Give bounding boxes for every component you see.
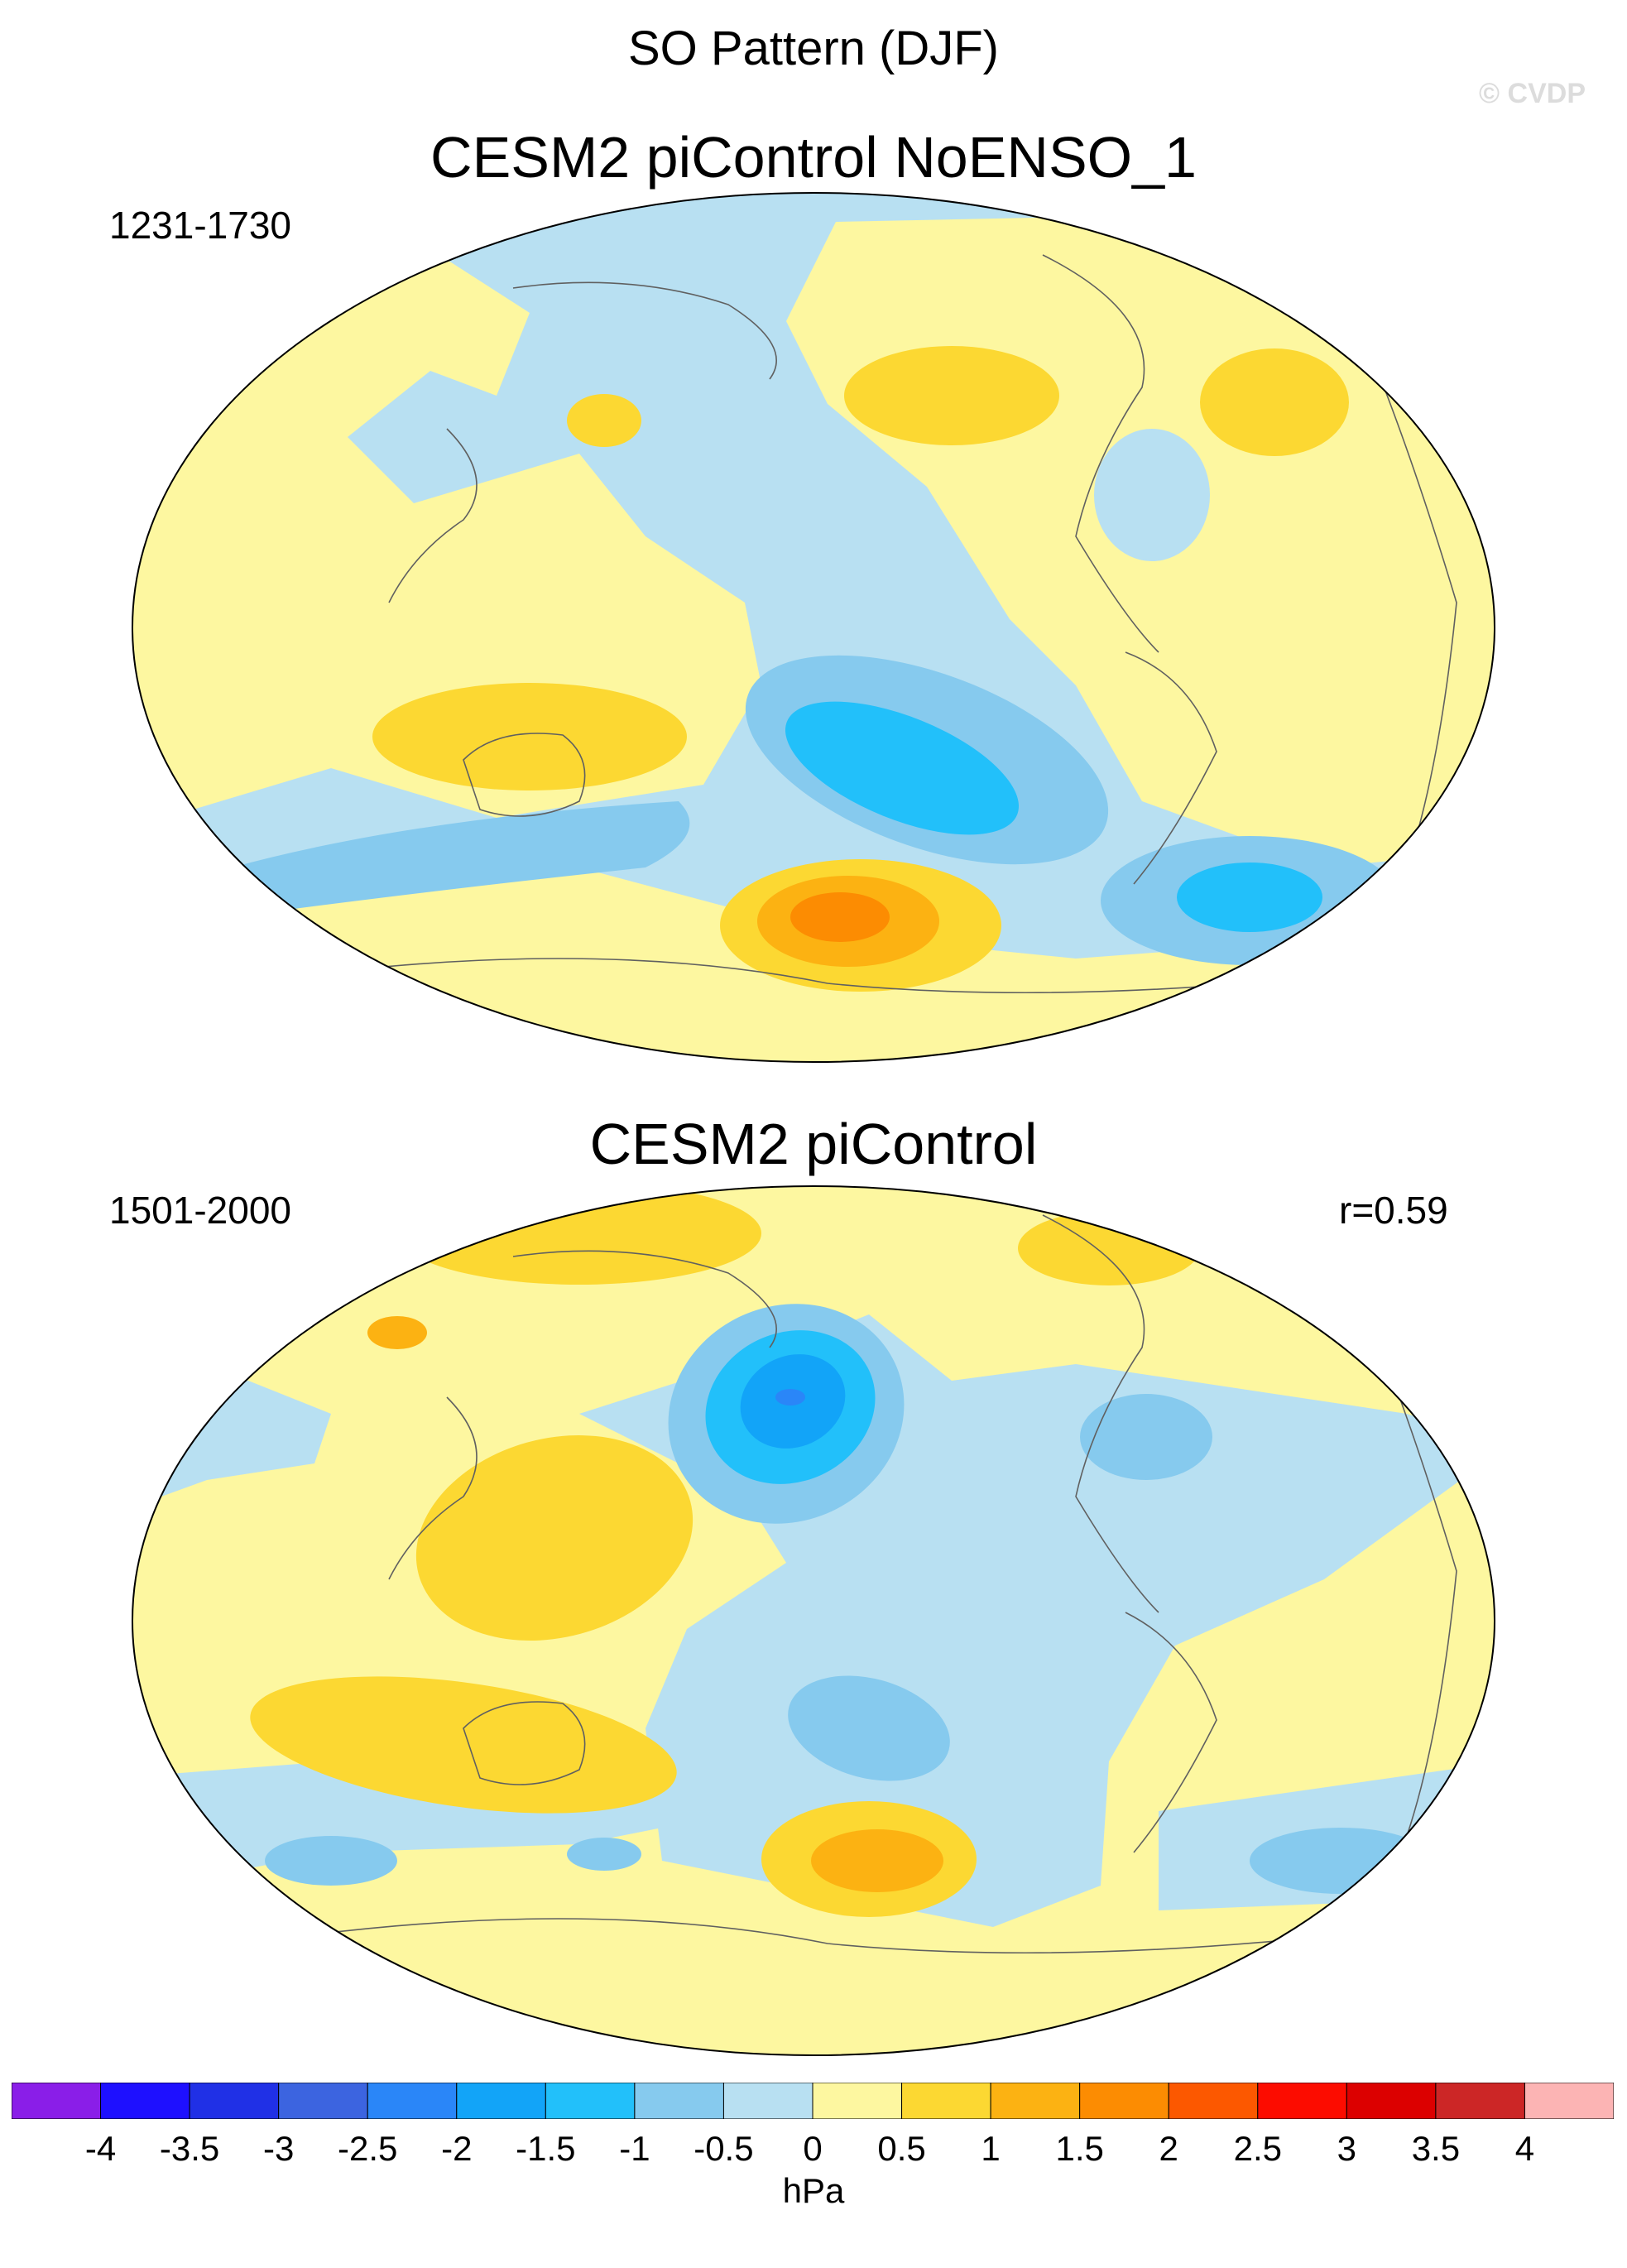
panel-1-map-border <box>132 192 1495 1063</box>
contour-blue-atlantic <box>1080 1394 1212 1480</box>
colorbar-tick-label: 1.5 <box>1055 2129 1104 2168</box>
colorbar-tick-label: -3 <box>263 2129 295 2168</box>
colorbar-tick-label: 4 <box>1514 2129 1535 2168</box>
contour-yellow-maritime <box>415 1435 694 1641</box>
contour-blue-aleutian-core <box>775 1389 805 1405</box>
contour-blue-tasman <box>567 1838 641 1871</box>
colorbar-swatch <box>278 2083 368 2119</box>
colorbar-tick-label: 2.5 <box>1233 2129 1282 2168</box>
figure-title: SO Pattern (DJF) <box>628 22 999 75</box>
colorbar-tick-label: 1 <box>981 2129 1001 2168</box>
colorbar-tick-label: -1 <box>619 2129 650 2168</box>
colorbar-swatch <box>901 2083 991 2119</box>
colorbar-swatch <box>1435 2083 1525 2119</box>
colorbar-swatch <box>1524 2083 1614 2119</box>
panel-2-contours <box>132 1186 1495 2055</box>
contour-orange-japan <box>367 1316 427 1349</box>
colorbar-swatch <box>456 2083 546 2119</box>
panel-2-correlation: r=0.59 <box>1339 1189 1448 1232</box>
colorbar-swatch <box>189 2083 280 2119</box>
colorbar-tick-label: 2 <box>1159 2129 1178 2168</box>
colorbar-tick-label: 0.5 <box>877 2129 926 2168</box>
contour-yellow-australia <box>372 683 687 790</box>
panel-2-map <box>132 1185 1495 2056</box>
contour-blue-atlantic <box>1094 429 1210 561</box>
contour-dark-orange-southern-high <box>790 892 890 942</box>
colorbar-tick-label: -0.5 <box>694 2129 754 2168</box>
colorbar-tick-label: -2.5 <box>338 2129 398 2168</box>
colorbar-swatch <box>100 2083 190 2119</box>
colorbar-tick-label: -2 <box>441 2129 473 2168</box>
colorbar-tick-label: 3.5 <box>1411 2129 1461 2168</box>
panel-2-period: 1501-2000 <box>109 1189 291 1232</box>
contour-yellow-west <box>132 238 761 818</box>
colorbar-swatch <box>545 2083 636 2119</box>
colorbar-swatch <box>1346 2083 1437 2119</box>
contour-yellow-kamchatka <box>567 394 641 447</box>
colorbar-swatch <box>12 2083 102 2119</box>
panel-1-title: CESM2 piControl NoENSO_1 <box>430 125 1197 190</box>
colorbar-swatch <box>367 2083 458 2119</box>
contour-orange-southern-high <box>811 1829 943 1892</box>
colorbar-swatch <box>812 2083 903 2119</box>
contour-blue-south-indian <box>265 1836 397 1886</box>
colorbar-tick-label: 0 <box>803 2129 823 2168</box>
colorbar-labels: -4 -3.5 -3 -2.5 -2 -1.5 -1 -0.5 0 0.5 1 1.5 2 2.5 3 3.5… <box>0 2127 1627 2177</box>
contour-yellow-arctic-east <box>1018 1211 1200 1285</box>
contour-cyan-pacific <box>785 701 1020 835</box>
colorbar-swatch <box>634 2083 724 2119</box>
colorbar-swatch <box>1079 2083 1169 2119</box>
colorbar-tick-label: -3.5 <box>159 2129 220 2168</box>
colorbar-swatch <box>1257 2083 1347 2119</box>
contour-cyan-south-atlantic <box>1177 863 1322 932</box>
panel-1-contours <box>132 193 1495 1062</box>
colorbar-swatch <box>990 2083 1081 2119</box>
colorbar-tick-label: 3 <box>1337 2129 1356 2168</box>
colorbar <box>12 2083 1614 2119</box>
colorbar-swatch <box>722 2083 814 2119</box>
contour-yellow-arctic-west <box>397 1186 761 1285</box>
colorbar-tick-label: -1.5 <box>516 2129 576 2168</box>
cvdp-watermark: © CVDP <box>1479 78 1586 109</box>
panel-1-period: 1231-1730 <box>109 204 291 247</box>
colorbar-swatch <box>1168 2083 1259 2119</box>
contour-yellow-north-america <box>844 346 1059 445</box>
panel-2-map-border <box>132 1185 1495 2056</box>
contour-yellow-north-atlantic <box>1200 348 1349 456</box>
panel-2-title: CESM2 piControl <box>589 1112 1038 1176</box>
contour-blue-southern-band <box>232 801 690 917</box>
colorbar-tick-label: -4 <box>84 2129 117 2168</box>
colorbar-units: hPa <box>782 2171 845 2210</box>
panel-1-map <box>132 192 1495 1063</box>
contour-blue-south-pacific <box>788 1675 950 1781</box>
